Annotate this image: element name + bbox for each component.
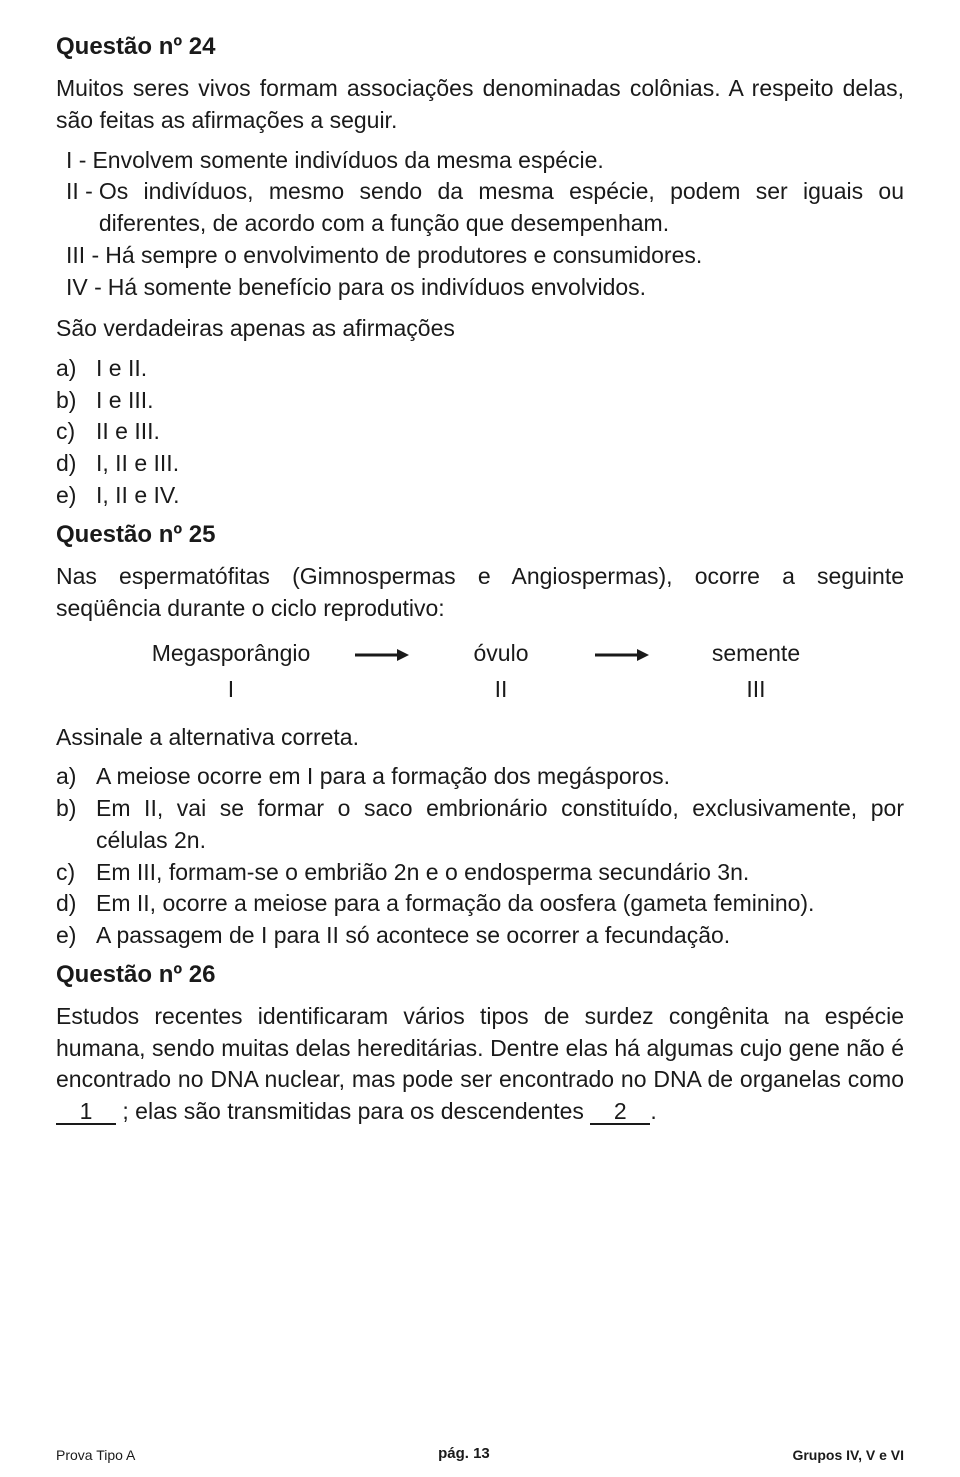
option-text: I, II e IV. xyxy=(96,480,904,512)
option-label: e) xyxy=(56,480,96,512)
option-label: b) xyxy=(56,793,96,825)
footer-page-number: pág. 13 xyxy=(438,1445,490,1462)
option-row: e) I, II e IV. xyxy=(56,480,904,512)
question-26-paragraph: Estudos recentes identificaram vários ti… xyxy=(56,1001,904,1128)
option-text: A meiose ocorre em I para a formação dos… xyxy=(96,761,904,793)
question-24-options: a) I e II. b) I e III. c) II e III. d) I… xyxy=(56,353,904,512)
option-label: a) xyxy=(56,353,96,385)
arrow-icon xyxy=(576,638,666,670)
statement-label: I - xyxy=(66,145,92,177)
sequence-roman-3: III xyxy=(666,674,846,706)
spacer xyxy=(336,674,426,706)
page-footer: Prova Tipo A pág. 13 Grupos IV, V e VI xyxy=(0,1444,960,1465)
footer-center: pág. 13 xyxy=(438,1444,490,1465)
question-24-lead: São verdadeiras apenas as afirmações xyxy=(56,313,904,345)
option-text: II e III. xyxy=(96,416,904,448)
option-text: I e III. xyxy=(96,385,904,417)
option-text: I e II. xyxy=(96,353,904,385)
question-25-title: Questão nº 25 xyxy=(56,518,904,551)
para-mid: ; elas são transmitidas para os descende… xyxy=(116,1098,590,1124)
statement-text: Os indivíduos, mesmo sendo da mesma espé… xyxy=(99,176,904,239)
option-row: c) II e III. xyxy=(56,416,904,448)
reproductive-sequence-labels: I II III xyxy=(126,674,904,706)
question-26-title: Questão nº 26 xyxy=(56,958,904,991)
statement-row: IV - Há somente benefício para os indiví… xyxy=(66,272,904,304)
statement-text: Há sempre o envolvimento de produtores e… xyxy=(105,240,904,272)
sequence-term-3: semente xyxy=(666,638,846,670)
statement-row: III - Há sempre o envolvimento de produt… xyxy=(66,240,904,272)
statement-text: Envolvem somente indivíduos da mesma esp… xyxy=(92,145,904,177)
statement-label: II - xyxy=(66,176,99,208)
option-row: b) I e III. xyxy=(56,385,904,417)
statement-row: II - Os indivíduos, mesmo sendo da mesma… xyxy=(66,176,904,239)
spacer xyxy=(576,674,666,706)
option-row: e) A passagem de I para II só acontece s… xyxy=(56,920,904,952)
option-text: Em III, formam-se o embrião 2n e o endos… xyxy=(96,857,904,889)
reproductive-sequence: Megasporângio óvulo semente xyxy=(126,638,904,670)
para-prefix: Estudos recentes identificaram vários ti… xyxy=(56,1003,904,1092)
option-row: b) Em II, vai se formar o saco embrionár… xyxy=(56,793,904,856)
blank-2: 2 xyxy=(590,1100,650,1125)
statement-label: III - xyxy=(66,240,105,272)
footer-groups: Grupos IV, V e VI xyxy=(792,1447,904,1463)
option-row: a) I e II. xyxy=(56,353,904,385)
sequence-roman-1: I xyxy=(126,674,336,706)
question-24-statements: I - Envolvem somente indivíduos da mesma… xyxy=(66,145,904,304)
option-label: d) xyxy=(56,448,96,480)
footer-left: Prova Tipo A xyxy=(56,1446,135,1465)
option-text: Em II, vai se formar o saco embrionário … xyxy=(96,793,904,856)
sequence-term-1: Megasporângio xyxy=(126,638,336,670)
option-text: I, II e III. xyxy=(96,448,904,480)
option-label: c) xyxy=(56,416,96,448)
option-row: a) A meiose ocorre em I para a formação … xyxy=(56,761,904,793)
question-25-options: a) A meiose ocorre em I para a formação … xyxy=(56,761,904,951)
option-text: Em II, ocorre a meiose para a formação d… xyxy=(96,888,904,920)
option-row: c) Em III, formam-se o embrião 2n e o en… xyxy=(56,857,904,889)
blank-1: 1 xyxy=(56,1100,116,1125)
option-label: e) xyxy=(56,920,96,952)
footer-right: Grupos IV, V e VI xyxy=(792,1446,904,1465)
question-25-lead: Assinale a alternativa correta. xyxy=(56,722,904,754)
sequence-term-2: óvulo xyxy=(426,638,576,670)
option-row: d) Em II, ocorre a meiose para a formaçã… xyxy=(56,888,904,920)
arrow-icon xyxy=(336,638,426,670)
exam-page: Questão nº 24 Muitos seres vivos formam … xyxy=(0,0,960,1477)
question-25-intro: Nas espermatófitas (Gimnospermas e Angio… xyxy=(56,561,904,624)
option-text: A passagem de I para II só acontece se o… xyxy=(96,920,904,952)
question-24-title: Questão nº 24 xyxy=(56,30,904,63)
question-24-intro: Muitos seres vivos formam associações de… xyxy=(56,73,904,136)
option-label: d) xyxy=(56,888,96,920)
statement-text: Há somente benefício para os indivíduos … xyxy=(108,272,904,304)
option-label: b) xyxy=(56,385,96,417)
sequence-roman-2: II xyxy=(426,674,576,706)
para-suffix: . xyxy=(650,1098,656,1124)
statement-label: IV - xyxy=(66,272,108,304)
option-row: d) I, II e III. xyxy=(56,448,904,480)
statement-row: I - Envolvem somente indivíduos da mesma… xyxy=(66,145,904,177)
option-label: c) xyxy=(56,857,96,889)
option-label: a) xyxy=(56,761,96,793)
